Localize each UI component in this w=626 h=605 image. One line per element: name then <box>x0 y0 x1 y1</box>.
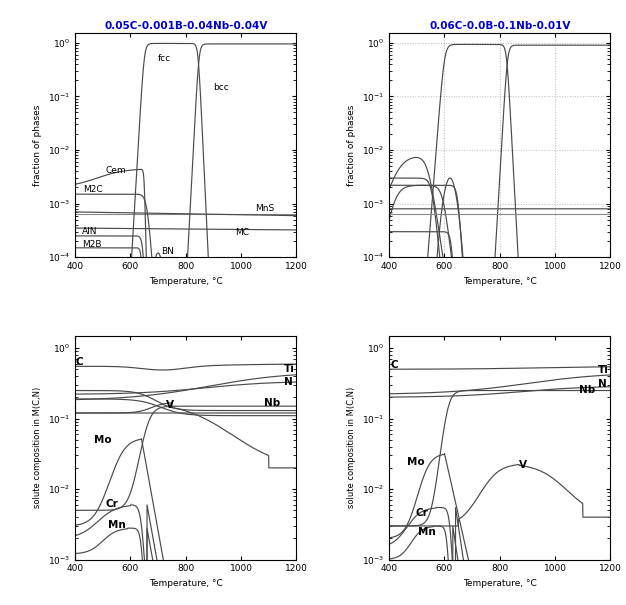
Text: Nb: Nb <box>265 398 280 408</box>
Text: Mn: Mn <box>418 528 436 537</box>
Text: Cr: Cr <box>415 508 428 518</box>
Y-axis label: fraction of phases: fraction of phases <box>33 105 42 186</box>
Text: N: N <box>284 377 292 387</box>
Text: Mo: Mo <box>407 457 425 467</box>
Y-axis label: solute composition in M(C,N): solute composition in M(C,N) <box>33 387 43 508</box>
X-axis label: Temperature, °C: Temperature, °C <box>463 276 536 286</box>
Text: Mo: Mo <box>95 435 112 445</box>
Text: N: N <box>598 379 607 389</box>
Text: Nb: Nb <box>578 385 595 395</box>
Text: M2C: M2C <box>83 185 103 194</box>
X-axis label: Temperature, °C: Temperature, °C <box>149 276 223 286</box>
Y-axis label: solute composition in M(C,N): solute composition in M(C,N) <box>347 387 356 508</box>
Y-axis label: fraction of phases: fraction of phases <box>347 105 356 186</box>
Title: 0.06C-0.0B-0.1Nb-0.01V: 0.06C-0.0B-0.1Nb-0.01V <box>429 21 570 31</box>
Text: bcc: bcc <box>213 83 229 92</box>
Text: Cem: Cem <box>106 166 126 174</box>
X-axis label: Temperature, °C: Temperature, °C <box>463 579 536 588</box>
Text: Cr: Cr <box>106 499 118 509</box>
Text: MC: MC <box>235 228 250 237</box>
Text: fcc: fcc <box>158 54 172 64</box>
Text: C: C <box>76 358 84 367</box>
Text: Mn: Mn <box>108 520 126 530</box>
Text: M2B: M2B <box>82 240 101 249</box>
X-axis label: Temperature, °C: Temperature, °C <box>149 579 223 588</box>
Text: MnS: MnS <box>255 204 274 214</box>
Text: V: V <box>519 460 527 470</box>
Text: AlN: AlN <box>82 227 98 236</box>
Text: V: V <box>167 401 175 410</box>
Text: BN: BN <box>161 247 173 256</box>
Text: Ti: Ti <box>598 365 608 375</box>
Title: 0.05C-0.001B-0.04Nb-0.04V: 0.05C-0.001B-0.04Nb-0.04V <box>104 21 267 31</box>
Text: C: C <box>390 360 398 370</box>
Text: Ti: Ti <box>284 364 295 374</box>
